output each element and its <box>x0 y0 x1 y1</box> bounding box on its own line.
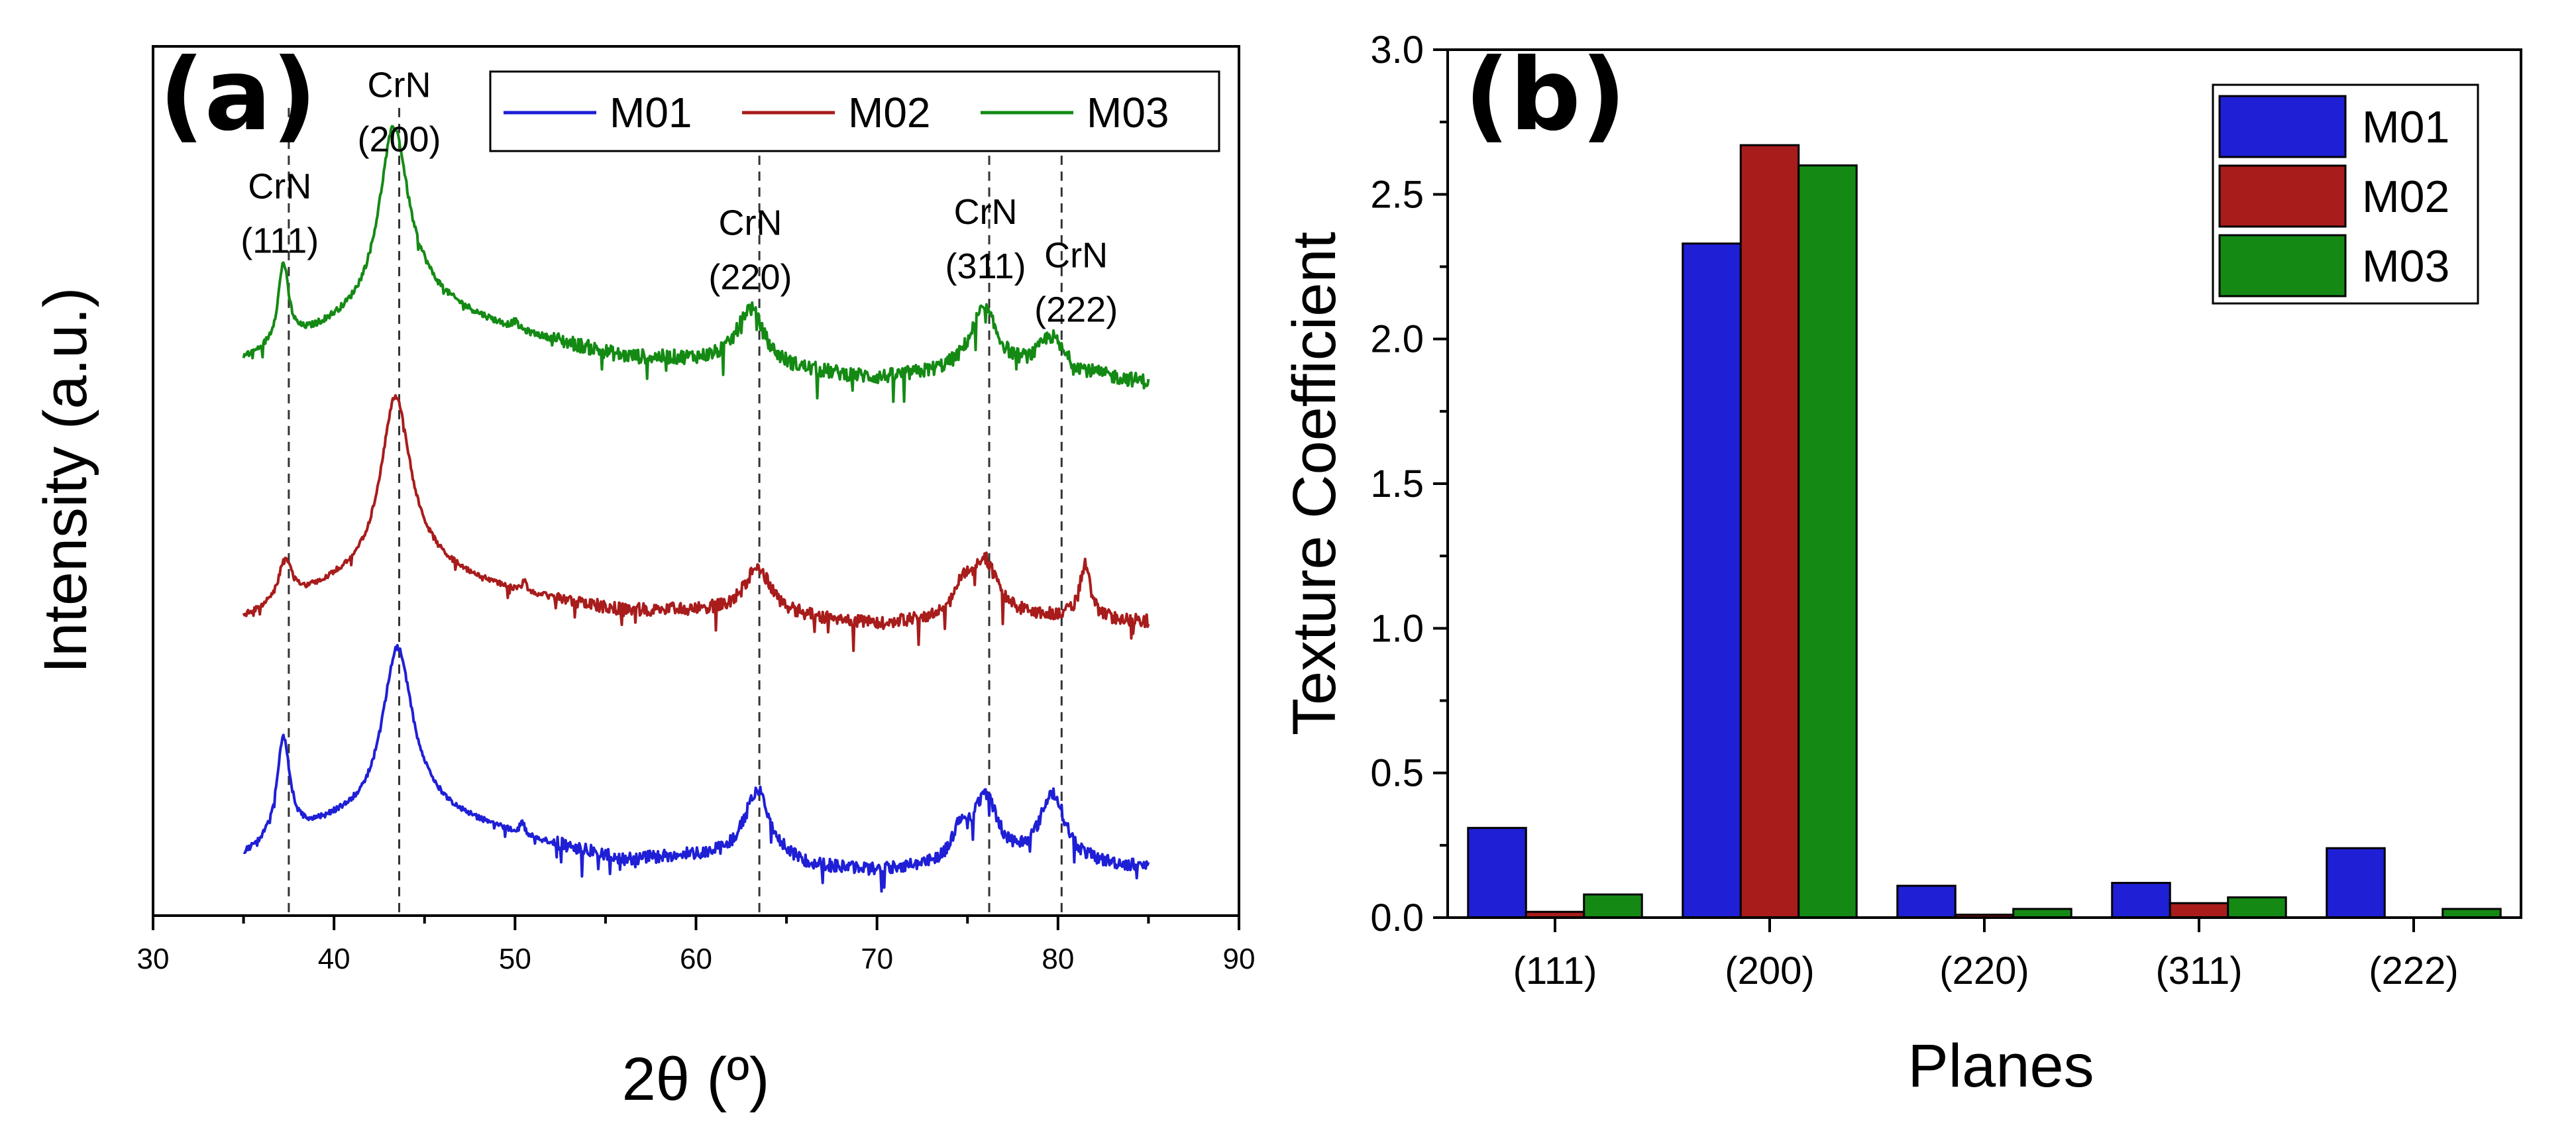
panel-a-x-ticks: 30 40 50 60 70 80 90 <box>137 916 1256 975</box>
peak-phase-label: CrN <box>954 192 1018 232</box>
bar-m02-311 <box>2169 902 2229 919</box>
bar-m01-200 <box>1682 242 1742 919</box>
category-label: (111) <box>1513 949 1597 992</box>
series-line-m01 <box>242 643 1150 893</box>
legend-label-m02: M02 <box>848 89 931 136</box>
panel-a-label: (a) <box>159 38 317 153</box>
legend-label-m01: M01 <box>610 89 692 136</box>
x-tick-label: 90 <box>1223 943 1256 975</box>
bar-m03-311 <box>2227 896 2287 919</box>
peak-phase-label: CrN <box>248 167 311 207</box>
bar-m01-222 <box>2326 847 2386 919</box>
peak-plane-label: (220) <box>708 257 792 297</box>
panel-a-xrd-chart: CrN (200) CrN (111) CrN (220) CrN (311) CrN (222)… <box>32 38 1255 1113</box>
panel-a-legend-box <box>489 70 1220 152</box>
y-tick-label: 3.0 <box>1370 28 1424 72</box>
peak-phase-label: CrN <box>368 66 431 105</box>
y-tick-label: 0.5 <box>1370 752 1424 795</box>
peak-plane-label: (200) <box>357 120 441 160</box>
panel-a-x-axis-title: 2θ (º) <box>622 1045 770 1113</box>
legend-label-m01: M01 <box>2362 102 2449 152</box>
y-tick-label: 1.5 <box>1370 462 1424 506</box>
bar-m02-200 <box>1739 144 1800 919</box>
y-tick-label: 2.0 <box>1370 318 1424 361</box>
peak-annotations: CrN (200) CrN (111) CrN (220) CrN (311) CrN (222) <box>241 66 1118 330</box>
xrd-series <box>242 125 1150 893</box>
peak-annotation: CrN (222) <box>1034 235 1118 329</box>
series-line-m02 <box>242 394 1150 653</box>
x-tick-label: 50 <box>499 943 531 975</box>
peak-annotation: CrN (111) <box>241 167 319 261</box>
x-tick-label: 30 <box>137 943 170 975</box>
series-line-m03 <box>242 125 1150 403</box>
panel-a-frame <box>152 45 1240 917</box>
legend-label-m03: M03 <box>1087 89 1169 136</box>
panel-b-label: (b) <box>1464 38 1626 153</box>
bar-m03-111 <box>1583 893 1643 919</box>
peak-phase-label: CrN <box>1044 235 1108 275</box>
x-tick-label: 70 <box>861 943 893 975</box>
panel-b-texture-chart: 0.0 0.5 1.0 1.5 2.0 2.5 3.0 (111) (200) (220) (31… <box>1281 28 2522 1100</box>
peak-plane-label: (311) <box>945 246 1026 286</box>
legend-label-m03: M03 <box>2362 241 2449 292</box>
legend-swatch-m01 <box>2218 95 2347 158</box>
peak-annotation: CrN (200) <box>357 66 441 160</box>
panel-a-y-axis-title: Intensity (a.u.) <box>32 288 99 674</box>
peak-plane-label: (111) <box>241 221 319 261</box>
peak-plane-label: (222) <box>1034 290 1118 329</box>
bar-m01-111 <box>1467 827 1527 919</box>
y-tick-label: 1.0 <box>1370 607 1424 650</box>
peak-phase-label: CrN <box>718 203 782 242</box>
legend-label-m02: M02 <box>2362 172 2449 222</box>
panel-b-y-ticks: 0.0 0.5 1.0 1.5 2.0 2.5 3.0 <box>1370 28 1448 939</box>
panel-b-y-axis-title: Texture Coefficient <box>1281 232 1348 735</box>
panel-b-x-ticks: (111) (200) (220) (311) (222) <box>1513 918 2459 992</box>
reference-lines <box>288 107 1063 916</box>
legend-swatch-m03 <box>2218 234 2347 297</box>
legend-swatch-m02 <box>2218 164 2347 228</box>
panel-a-legend: M01 M02 M03 <box>489 70 1220 152</box>
y-tick-label: 0.0 <box>1370 896 1424 939</box>
bar-m01-311 <box>2111 882 2171 919</box>
bar-m03-200 <box>1798 164 1858 919</box>
panel-b-legend: M01 M02 M03 <box>2212 83 2479 305</box>
category-label: (220) <box>1939 949 2029 992</box>
x-tick-label: 80 <box>1042 943 1074 975</box>
category-label: (222) <box>2369 949 2458 992</box>
bar-m01-220 <box>1896 884 1957 919</box>
x-tick-label: 40 <box>318 943 350 975</box>
category-label: (200) <box>1725 949 1814 992</box>
peak-annotation: CrN (311) <box>945 192 1026 286</box>
texture-bars <box>1467 144 2502 919</box>
panel-b-x-axis-title: Planes <box>1907 1032 2094 1100</box>
x-tick-label: 60 <box>680 943 712 975</box>
category-label: (311) <box>2155 949 2242 992</box>
y-tick-label: 2.5 <box>1370 173 1424 216</box>
peak-annotation: CrN (220) <box>708 203 792 297</box>
